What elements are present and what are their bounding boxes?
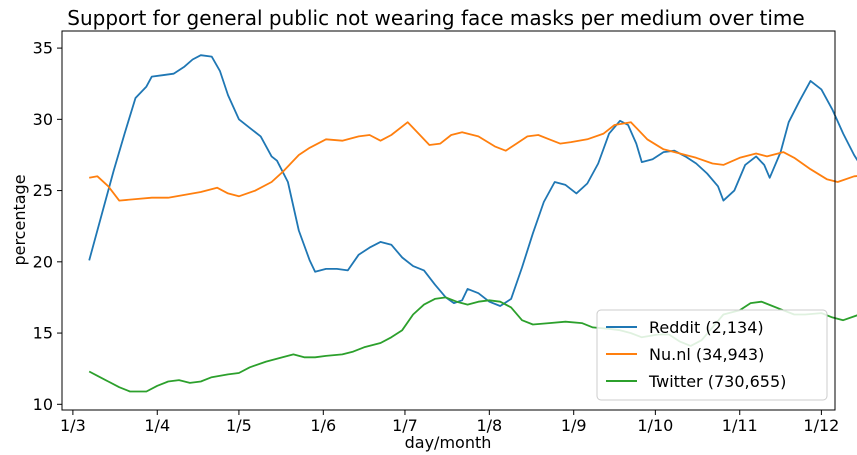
- x-axis: 1/3 1/4 1/5 1/6 1/7 1/8 1/9 1/10 1/11 1/12: [60, 410, 839, 435]
- legend-label: Twitter (730,655): [648, 372, 786, 391]
- x-tick-label: 1/9: [561, 416, 587, 435]
- x-tick-label: 1/12: [803, 416, 839, 435]
- x-tick-label: 1/5: [226, 416, 252, 435]
- plot-area: [61, 30, 836, 411]
- x-tick-label: 1/10: [637, 416, 673, 435]
- series-line-2: [89, 121, 857, 202]
- y-tick-label: 10: [33, 395, 53, 414]
- x-tick-label: 1/11: [722, 416, 758, 435]
- y-tick-label: 35: [33, 39, 53, 58]
- x-axis-label: day/month: [405, 433, 492, 452]
- x-tick-label: 1/6: [310, 416, 336, 435]
- y-axis: 10 15 20 25 30 35: [33, 39, 62, 414]
- x-tick-label: 1/3: [60, 416, 86, 435]
- y-axis-label: percentage: [10, 174, 29, 265]
- series-line-1: [88, 54, 857, 307]
- y-tick-label: 20: [33, 252, 53, 271]
- series-layer: [88, 54, 857, 393]
- chart-title: Support for general public not wearing f…: [67, 6, 804, 30]
- legend: Reddit (2,134) Nu.nl (34,943) Twitter (730…: [596, 309, 828, 401]
- x-tick-label: 1/7: [392, 416, 418, 435]
- legend-label: Nu.nl (34,943): [649, 345, 764, 364]
- y-tick-label: 30: [33, 110, 53, 129]
- y-tick-label: 25: [33, 181, 53, 200]
- y-tick-label: 15: [33, 324, 53, 343]
- legend-box: [596, 309, 828, 401]
- x-tick-label: 1/8: [476, 416, 502, 435]
- series-line-3: [88, 296, 857, 393]
- x-tick-label: 1/4: [144, 416, 170, 435]
- legend-label: Reddit (2,134): [649, 318, 764, 337]
